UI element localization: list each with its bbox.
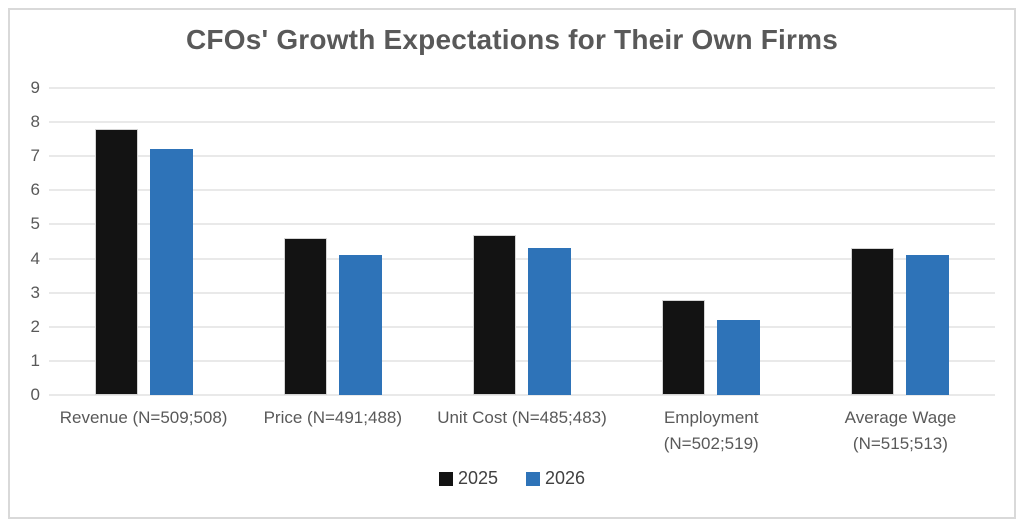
bar-2026: [149, 149, 193, 395]
legend-swatch-icon: [438, 471, 453, 486]
plot-area: [49, 87, 995, 396]
y-tick-label: 3: [30, 282, 40, 302]
x-axis-category-labels: Revenue (N=509;508) Price (N=491;488) Unit…: [49, 405, 995, 457]
gridline: [49, 155, 995, 158]
gridline: [49, 291, 995, 294]
bar-2025: [662, 299, 706, 395]
gridline: [49, 325, 995, 328]
bar-group: [49, 88, 238, 395]
bar-2025: [94, 128, 138, 395]
legend-label: 2026: [545, 468, 586, 488]
bar-2025: [283, 238, 327, 395]
legend-item-2026: 2026: [526, 468, 585, 489]
chart-title: CFOs' Growth Expectations for Their Own …: [186, 24, 838, 55]
legend-item-2025: 2025: [438, 468, 498, 489]
gridline: [49, 394, 995, 396]
y-tick-label: 1: [30, 350, 40, 370]
x-category-label: Revenue (N=509;508): [59, 408, 228, 427]
bar-group: [617, 88, 806, 395]
y-axis-tick-labels: 0 1 2 3 4 5 6 7 8 9: [8, 78, 40, 404]
bar-2025: [851, 248, 895, 395]
gridline: [49, 189, 995, 192]
legend-swatch-icon: [526, 471, 540, 486]
y-tick-label: 7: [30, 146, 40, 166]
bar-2026: [528, 248, 571, 395]
y-tick-label: 2: [30, 316, 40, 336]
y-tick-label: 8: [30, 112, 40, 132]
bar-group: [427, 88, 616, 395]
bar-groups: [49, 88, 995, 395]
bar-group: [806, 88, 995, 395]
bar-2026: [338, 255, 382, 395]
y-tick-label: 9: [30, 78, 40, 97]
bar-2025: [473, 234, 516, 395]
y-tick-label: 0: [30, 385, 40, 404]
gridline: [49, 87, 995, 89]
bar-2026: [906, 255, 950, 395]
legend-label: 2025: [457, 468, 498, 488]
y-tick-label: 6: [30, 180, 40, 200]
x-category-label: Average Wage (N=515;513): [844, 408, 957, 453]
bar-2026: [717, 319, 761, 395]
bar-group: [238, 88, 427, 395]
y-tick-label: 5: [30, 214, 40, 234]
gridline: [49, 359, 995, 362]
gridline: [49, 257, 995, 260]
y-tick-label: 4: [30, 248, 40, 268]
chart-legend: 2025 2026: [0, 468, 1024, 489]
x-category-label: Price (N=491;488): [263, 408, 403, 427]
gridline: [49, 121, 995, 124]
gridline: [49, 223, 995, 226]
x-category-label: Unit Cost (N=485;483): [437, 408, 607, 427]
x-category-label: Employment (N=502;519): [663, 408, 759, 453]
